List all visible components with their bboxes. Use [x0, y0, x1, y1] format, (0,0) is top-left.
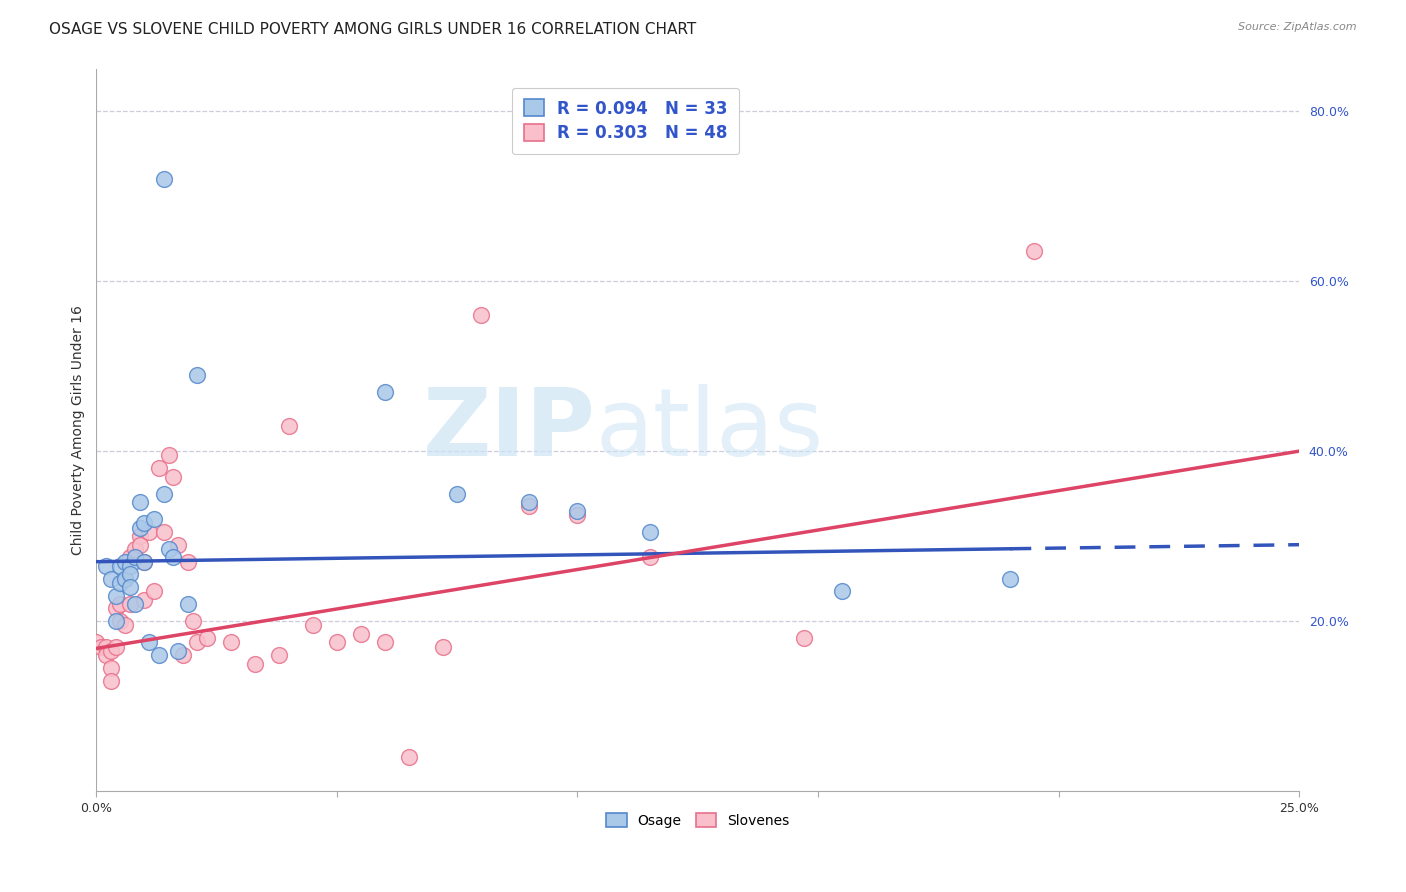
Point	[128, 538, 150, 552]
Point	[517, 495, 540, 509]
Point	[100, 644, 122, 658]
Text: OSAGE VS SLOVENE CHILD POVERTY AMONG GIRLS UNDER 16 CORRELATION CHART: OSAGE VS SLOVENE CHILD POVERTY AMONG GIR…	[49, 22, 696, 37]
Point	[167, 644, 190, 658]
Point	[302, 618, 325, 632]
Point	[162, 469, 184, 483]
Point	[157, 449, 180, 463]
Text: Source: ZipAtlas.com: Source: ZipAtlas.com	[1239, 22, 1357, 32]
Point	[148, 648, 170, 663]
Point	[94, 648, 117, 663]
Point	[398, 750, 420, 764]
Point	[86, 635, 108, 649]
Y-axis label: Child Poverty Among Girls Under 16: Child Poverty Among Girls Under 16	[72, 305, 86, 555]
Point	[470, 308, 492, 322]
Point	[134, 516, 156, 531]
Point	[517, 500, 540, 514]
Point	[134, 555, 156, 569]
Point	[167, 538, 190, 552]
Point	[177, 597, 200, 611]
Point	[148, 461, 170, 475]
Point	[831, 584, 853, 599]
Point	[118, 550, 141, 565]
Point	[269, 648, 291, 663]
Point	[118, 567, 141, 582]
Point	[162, 550, 184, 565]
Text: ZIP: ZIP	[423, 384, 596, 476]
Point	[138, 524, 160, 539]
Point	[277, 418, 299, 433]
Point	[152, 524, 174, 539]
Point	[793, 631, 815, 645]
Point	[94, 640, 117, 654]
Point	[104, 589, 127, 603]
Point	[172, 648, 194, 663]
Point	[446, 486, 468, 500]
Point	[638, 550, 661, 565]
Point	[104, 640, 127, 654]
Point	[567, 508, 589, 522]
Point	[128, 529, 150, 543]
Point	[110, 558, 132, 573]
Point	[350, 627, 373, 641]
Point	[432, 640, 454, 654]
Point	[100, 673, 122, 688]
Point	[118, 580, 141, 594]
Point	[90, 640, 112, 654]
Point	[114, 555, 136, 569]
Point	[118, 597, 141, 611]
Point	[100, 661, 122, 675]
Point	[195, 631, 218, 645]
Point	[110, 597, 132, 611]
Legend: Osage, Slovenes: Osage, Slovenes	[599, 806, 797, 835]
Point	[638, 524, 661, 539]
Point	[114, 572, 136, 586]
Point	[128, 495, 150, 509]
Point	[124, 550, 146, 565]
Point	[118, 558, 141, 573]
Point	[124, 541, 146, 556]
Point	[100, 572, 122, 586]
Point	[374, 384, 396, 399]
Point	[128, 521, 150, 535]
Point	[134, 593, 156, 607]
Point	[152, 172, 174, 186]
Point	[219, 635, 242, 649]
Point	[134, 555, 156, 569]
Point	[110, 576, 132, 591]
Point	[110, 614, 132, 628]
Point	[114, 618, 136, 632]
Point	[157, 541, 180, 556]
Point	[1024, 244, 1046, 259]
Point	[104, 601, 127, 615]
Point	[177, 555, 200, 569]
Point	[152, 486, 174, 500]
Point	[243, 657, 266, 671]
Point	[326, 635, 349, 649]
Point	[567, 504, 589, 518]
Point	[186, 368, 208, 382]
Text: atlas: atlas	[596, 384, 824, 476]
Point	[143, 584, 166, 599]
Point	[1000, 572, 1022, 586]
Point	[374, 635, 396, 649]
Point	[94, 558, 117, 573]
Point	[143, 512, 166, 526]
Point	[104, 614, 127, 628]
Point	[181, 614, 204, 628]
Point	[138, 635, 160, 649]
Point	[186, 635, 208, 649]
Point	[114, 572, 136, 586]
Point	[124, 597, 146, 611]
